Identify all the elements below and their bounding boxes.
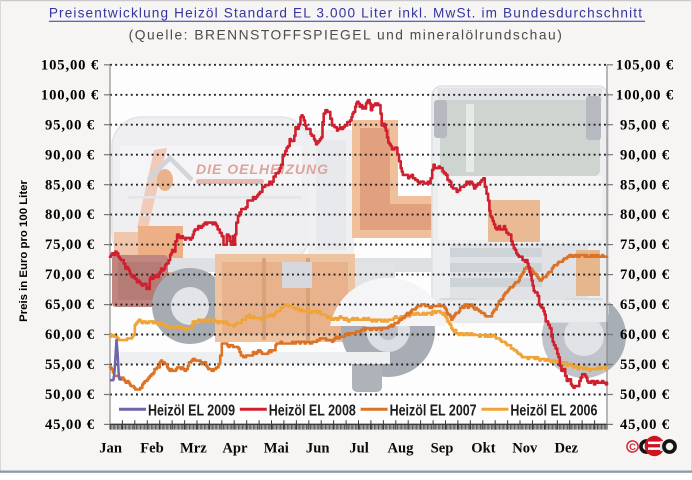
svg-text:55,00 €: 55,00 € [620,357,670,373]
svg-text:Sep: Sep [431,441,454,457]
svg-text:Heizöl EL 2006: Heizöl EL 2006 [510,402,597,419]
svg-text:45,00 €: 45,00 € [45,417,95,433]
svg-text:100,00 €: 100,00 € [616,87,674,103]
svg-text:Heizöl EL 2008: Heizöl EL 2008 [269,402,356,419]
svg-text:Okt: Okt [471,441,495,457]
svg-text:80,00 €: 80,00 € [45,207,95,223]
svg-text:Heizöl EL 2009: Heizöl EL 2009 [148,402,235,419]
svg-text:90,00 €: 90,00 € [45,147,95,163]
svg-text:Feb: Feb [140,441,164,457]
svg-text:70,00 €: 70,00 € [45,267,95,283]
svg-text:60,00 €: 60,00 € [45,327,95,343]
svg-text:(Quelle: BRENNSTOFFSPIEGEL und: (Quelle: BRENNSTOFFSPIEGEL und mineralöl… [129,28,564,43]
svg-text:75,00 €: 75,00 € [45,237,95,253]
svg-text:80,00 €: 80,00 € [620,207,670,223]
svg-text:50,00 €: 50,00 € [620,387,670,403]
svg-text:95,00 €: 95,00 € [45,117,95,133]
svg-text:100,00 €: 100,00 € [41,87,99,103]
svg-text:95,00 €: 95,00 € [620,117,670,133]
svg-text:60,00 €: 60,00 € [620,327,670,343]
svg-text:Heizöl EL 2007: Heizöl EL 2007 [390,402,477,419]
svg-text:70,00 €: 70,00 € [620,267,670,283]
svg-text:C: C [629,442,636,453]
svg-text:Nov: Nov [512,441,538,457]
svg-text:90,00 €: 90,00 € [620,147,670,163]
svg-text:Jul: Jul [349,441,368,457]
svg-text:105,00 €: 105,00 € [41,57,99,73]
svg-text:50,00 €: 50,00 € [45,387,95,403]
svg-text:65,00 €: 65,00 € [45,297,95,313]
svg-text:Apr: Apr [222,441,248,457]
svg-text:105,00 €: 105,00 € [616,57,674,73]
svg-text:65,00 €: 65,00 € [620,297,670,313]
svg-text:DIE OELHEIZUNG: DIE OELHEIZUNG [196,161,329,177]
svg-text:45,00 €: 45,00 € [620,417,670,433]
svg-text:Dez: Dez [554,441,578,457]
svg-text:Aug: Aug [388,441,415,457]
svg-text:55,00 €: 55,00 € [45,357,95,373]
svg-text:85,00 €: 85,00 € [620,177,670,193]
svg-text:Preis in Euro pro 100 Liter: Preis in Euro pro 100 Liter [18,180,30,322]
svg-text:Preisentwicklung Heizöl Standa: Preisentwicklung Heizöl Standard EL 3.00… [49,6,643,21]
svg-text:Mrz: Mrz [180,441,207,457]
svg-text:Mai: Mai [264,441,289,457]
svg-text:85,00 €: 85,00 € [45,177,95,193]
svg-text:Jan: Jan [99,441,122,457]
svg-text:75,00 €: 75,00 € [620,237,670,253]
svg-text:Jun: Jun [306,441,330,457]
